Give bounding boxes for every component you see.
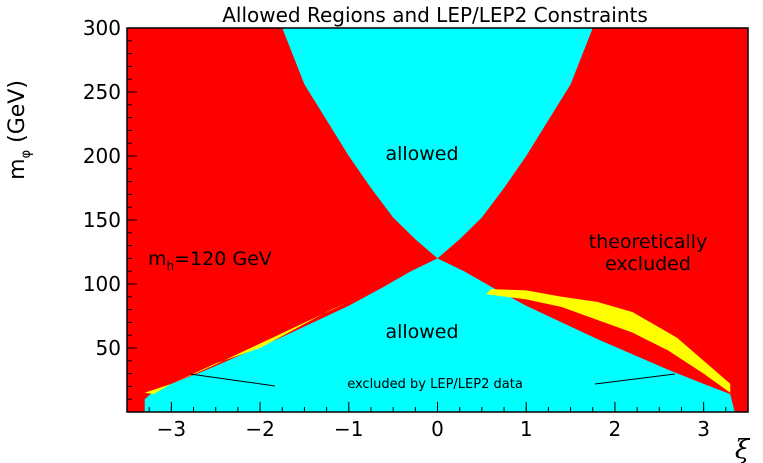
lep-arrow-left	[189, 373, 276, 387]
y-axis-label: mφ (GeV)	[5, 80, 34, 180]
x-tick-label: 3	[697, 417, 710, 441]
y-axis-label-main: m	[5, 158, 30, 179]
higgs-mass-subscript: h	[167, 259, 175, 273]
y-axis-label-unit: (GeV)	[5, 80, 30, 143]
svg-text:mφ (GeV): mφ (GeV)	[5, 80, 34, 180]
annotation-lep-note: excluded by LEP/LEP2 data	[347, 377, 523, 392]
y-axis-ticks: 50 100 150 200 250 300	[83, 16, 137, 400]
lep-arrow-right	[594, 373, 676, 385]
y-axis-label-sub: φ	[19, 150, 34, 159]
y-tick-label: 300	[83, 16, 121, 40]
x-axis-label: ξ	[735, 435, 751, 463]
plot-area	[126, 27, 749, 413]
y-tick-label: 150	[83, 208, 121, 232]
x-tick-label: −1	[334, 417, 363, 441]
annotation-theory-line1: theoretically	[589, 231, 708, 253]
annotation-higgs-mass: mh=120 GeV	[148, 248, 272, 273]
x-tick-label: −3	[157, 417, 186, 441]
y-tick-label: 50	[96, 336, 121, 360]
y-tick-label: 100	[83, 272, 121, 296]
allowed-region	[144, 28, 735, 412]
annotation-allowed-bottom: allowed	[385, 321, 458, 343]
annotation-theory-line2: excluded	[605, 253, 691, 275]
annotation-allowed-top: allowed	[385, 143, 458, 165]
x-axis-ticks: −3 −2 −1 0 1 2 3	[126, 402, 749, 441]
chart-title: Allowed Regions and LEP/LEP2 Constraints	[222, 3, 648, 27]
x-tick-label: 2	[609, 417, 622, 441]
lep-excluded-right-region	[486, 289, 731, 393]
x-tick-label: −2	[245, 417, 274, 441]
higgs-mass-symbol: m	[148, 248, 167, 270]
y-tick-label: 250	[83, 80, 121, 104]
x-tick-label: 1	[520, 417, 533, 441]
x-tick-label: 0	[431, 417, 444, 441]
y-tick-label: 200	[83, 144, 121, 168]
higgs-mass-value: =120 GeV	[174, 248, 272, 270]
